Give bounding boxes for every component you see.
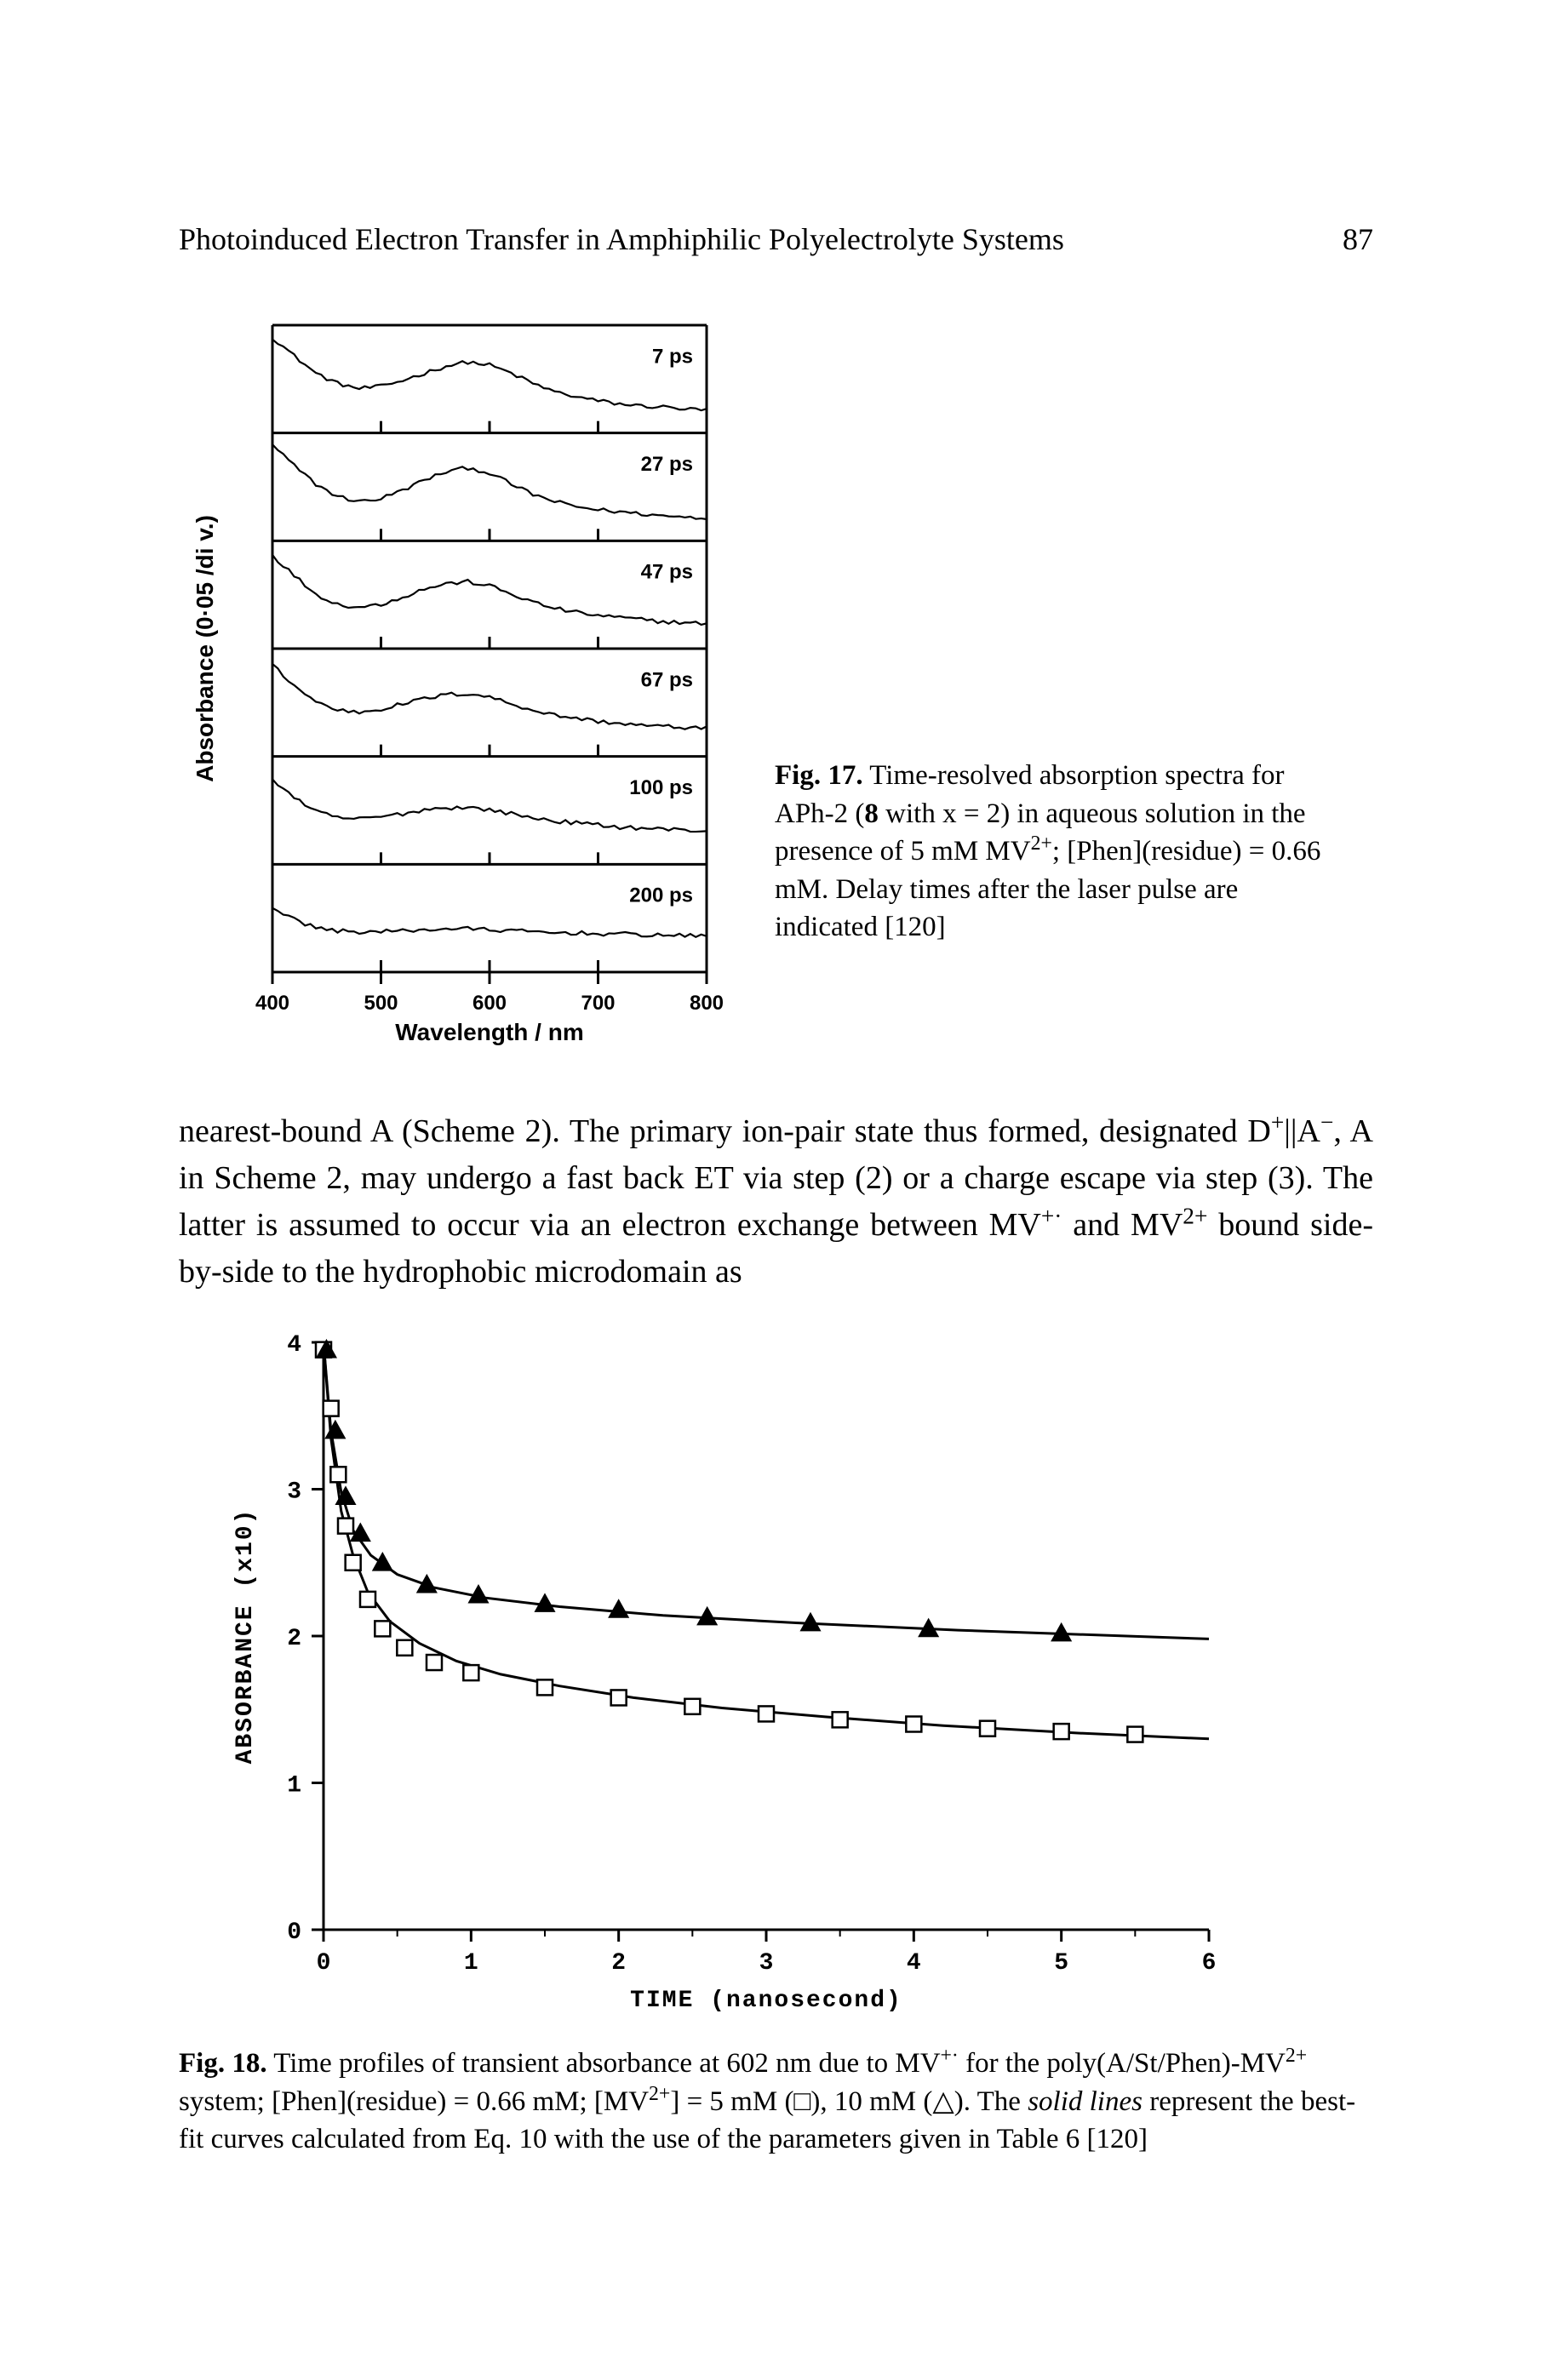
svg-text:1: 1 <box>464 1950 478 1977</box>
svg-text:700: 700 <box>581 992 615 1015</box>
svg-text:ABSORBANCE (x10): ABSORBANCE (x10) <box>232 1508 259 1765</box>
body-paragraph: nearest-bound A (Scheme 2). The primary … <box>179 1108 1373 1296</box>
svg-text:1: 1 <box>287 1773 301 1799</box>
figure-17-chart: 7 ps 27 ps 47 ps 67 ps 100 ps 200 ps 400 500 600… <box>179 317 724 1049</box>
svg-text:67 ps: 67 ps <box>641 668 693 691</box>
running-title: Photoinduced Electron Transfer in Amphip… <box>179 221 1064 257</box>
svg-text:0: 0 <box>287 1919 301 1946</box>
figure-17-caption: Fig. 17. Time-resolved absorption spectr… <box>775 757 1345 947</box>
svg-text:0: 0 <box>317 1950 331 1977</box>
svg-text:100 ps: 100 ps <box>629 776 693 799</box>
svg-text:2: 2 <box>287 1626 301 1652</box>
running-head: Photoinduced Electron Transfer in Amphip… <box>179 221 1373 257</box>
svg-text:TIME (nanosecond): TIME (nanosecond) <box>630 1988 902 2014</box>
svg-text:Wavelength / nm: Wavelength / nm <box>395 1019 583 1045</box>
svg-text:4: 4 <box>907 1950 921 1977</box>
svg-text:2: 2 <box>611 1950 626 1977</box>
figure-17-row: 7 ps 27 ps 47 ps 67 ps 100 ps 200 ps 400 500 600… <box>179 317 1373 1049</box>
page-number: 87 <box>1343 221 1373 257</box>
svg-text:400: 400 <box>255 992 289 1015</box>
svg-text:200 ps: 200 ps <box>629 884 693 907</box>
page: Photoinduced Electron Transfer in Amphip… <box>0 0 1552 2380</box>
svg-text:600: 600 <box>472 992 507 1015</box>
figure-18-chart: 0 1 2 3 4 5 6 TIME (nanosecond) 0 1 2 3 4 ABSORBANCE … <box>213 1325 1373 2023</box>
svg-text:3: 3 <box>759 1950 774 1977</box>
figure-17-caption-wrap: Fig. 17. Time-resolved absorption spectr… <box>775 757 1345 1049</box>
svg-text:47 ps: 47 ps <box>641 561 693 584</box>
svg-text:7 ps: 7 ps <box>652 345 693 368</box>
svg-text:Absorbance (0·05 /di v.): Absorbance (0·05 /di v.) <box>192 515 218 782</box>
figure-18-caption: Fig. 18. Time profiles of transient abso… <box>179 2045 1373 2159</box>
svg-text:3: 3 <box>287 1479 301 1506</box>
figure-18-block: 0 1 2 3 4 5 6 TIME (nanosecond) 0 1 2 3 4 ABSORBANCE … <box>179 1325 1373 2159</box>
svg-text:27 ps: 27 ps <box>641 453 693 476</box>
svg-text:6: 6 <box>1202 1950 1217 1977</box>
svg-text:4: 4 <box>287 1332 301 1359</box>
svg-text:5: 5 <box>1054 1950 1068 1977</box>
svg-text:800: 800 <box>690 992 724 1015</box>
svg-text:500: 500 <box>364 992 398 1015</box>
